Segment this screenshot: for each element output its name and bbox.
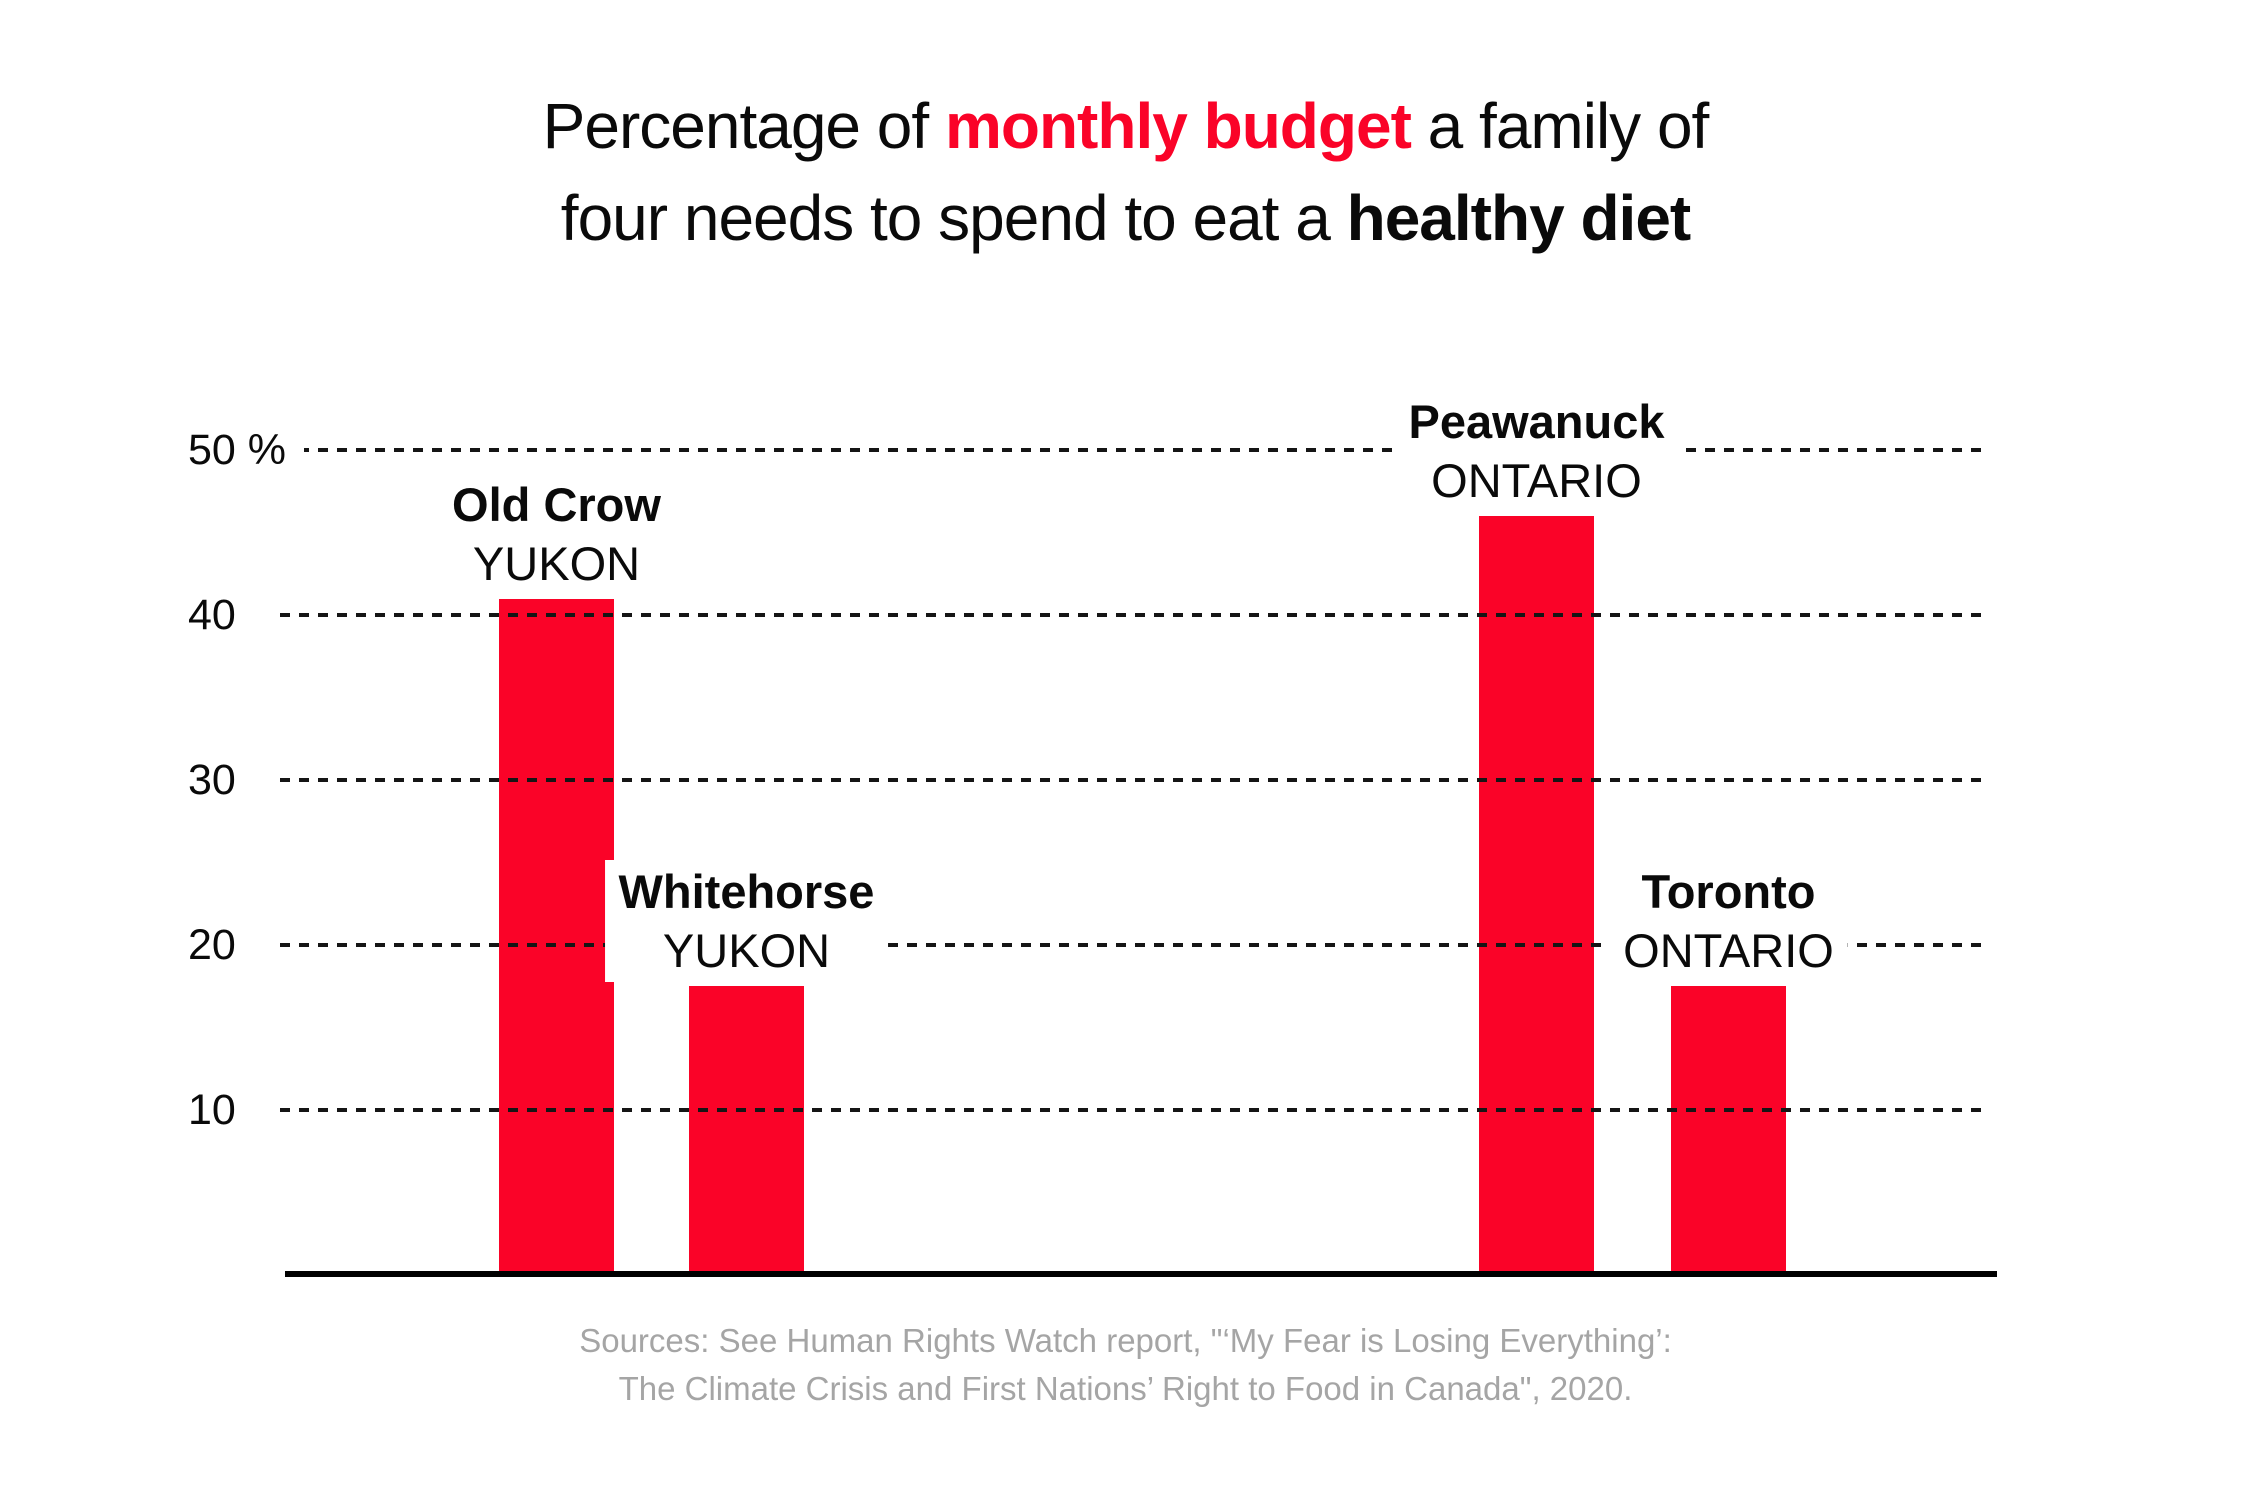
title-segment: four needs to spend to eat a (560, 182, 1347, 254)
chart-title: Percentage of monthly budget a family of… (0, 80, 2251, 264)
title-segment: a family of (1410, 90, 1710, 162)
bar-label-toronto: Toronto ONTARIO (1609, 860, 1848, 983)
bar-label-old-crow: Old Crow YUKON (438, 472, 675, 595)
title-segment: healthy diet (1346, 182, 1692, 254)
bar-province-label: YUKON (472, 536, 641, 590)
source-line-1: Sources: See Human Rights Watch report, … (579, 1322, 1672, 1359)
bar-whitehorse (689, 986, 804, 1275)
bar-label-peawanuck: Peawanuck ONTARIO (1394, 390, 1679, 512)
title-segment: monthly budget (944, 90, 1412, 162)
gridline-40 (280, 613, 1985, 617)
bar-toronto (1671, 986, 1786, 1275)
bar-peawanuck (1479, 516, 1594, 1275)
bar-city-label: Toronto (1641, 865, 1816, 919)
y-tick-label-20: 20 (188, 914, 254, 976)
bar-label-whitehorse: Whitehorse YUKON (604, 860, 889, 983)
y-tick-label-10: 10 (188, 1079, 254, 1141)
gridline-20 (280, 943, 1985, 947)
bar-city-label: Whitehorse (618, 865, 875, 919)
y-tick-label-40: 40 (188, 584, 254, 646)
gridline-10 (280, 1108, 1985, 1112)
y-tick-label-30: 30 (188, 749, 254, 811)
title-line-2: four needs to spend to eat a healthy die… (0, 172, 2251, 264)
y-tick-label-50: 50 % (188, 419, 305, 481)
title-line-1: Percentage of monthly budget a family of (0, 80, 2251, 172)
bar-province-label: ONTARIO (1623, 924, 1834, 978)
bar-city-label: Peawanuck (1408, 395, 1665, 448)
gridline-30 (280, 778, 1985, 782)
bar-city-label: Old Crow (452, 477, 661, 531)
source-line-2: The Climate Crisis and First Nations’ Ri… (618, 1370, 1633, 1407)
source-note: Sources: See Human Rights Watch report, … (0, 1317, 2251, 1413)
bar-province-label: YUKON (662, 924, 831, 978)
bar-old-crow (499, 598, 614, 1275)
x-axis-baseline (285, 1271, 1997, 1277)
gridline-50 (280, 448, 1985, 452)
title-segment: Percentage of (542, 90, 945, 162)
bar-province-label: ONTARIO (1431, 454, 1642, 507)
